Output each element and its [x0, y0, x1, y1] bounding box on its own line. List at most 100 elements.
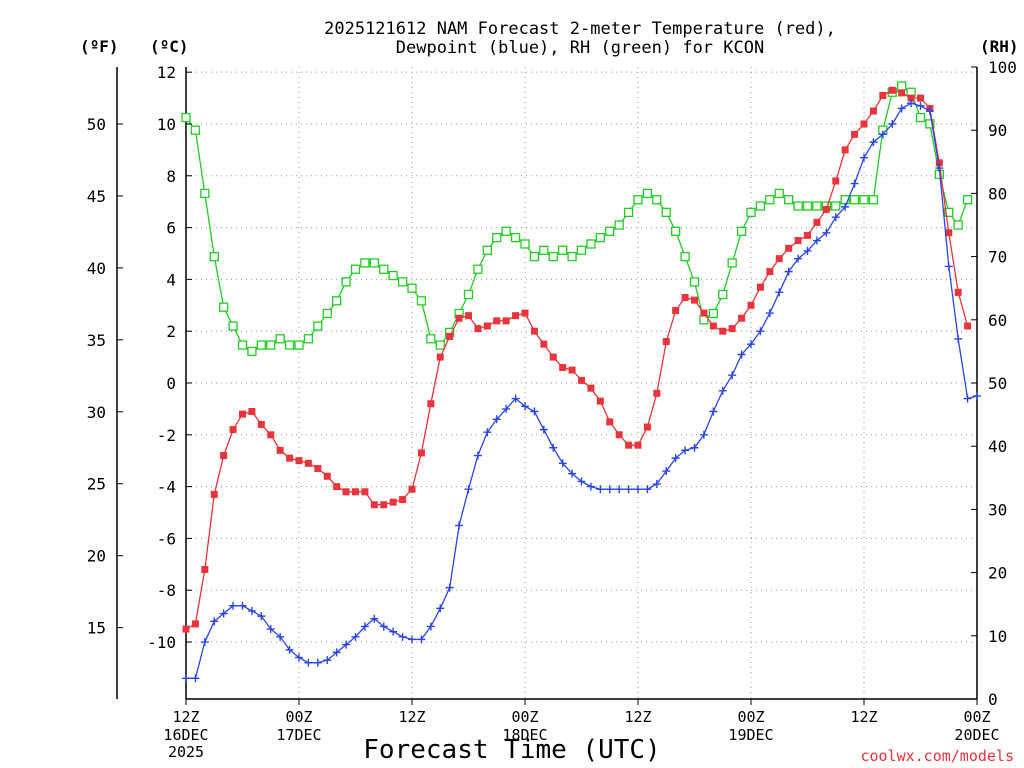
rh-point — [350, 264, 361, 274]
rh-point — [642, 188, 653, 199]
rh-point — [492, 232, 502, 243]
rh-point — [689, 277, 700, 287]
dewpoint-point — [963, 394, 972, 403]
dewpoint-point — [539, 425, 548, 434]
dewpoint-point — [436, 604, 445, 613]
temperature-point — [399, 496, 407, 504]
temperature-point — [785, 244, 793, 252]
dewpoint-point — [944, 262, 953, 271]
temperature-point — [257, 420, 265, 428]
temperature-point — [587, 384, 595, 392]
celsius-tick-label: -8 — [157, 581, 176, 600]
celsius-tick-label: 0 — [166, 374, 176, 393]
rh-point — [256, 340, 266, 350]
dewpoint-point — [615, 485, 624, 494]
temperature-point — [813, 218, 821, 226]
dewpoint-point — [718, 386, 727, 395]
dewpoint-point — [200, 638, 209, 647]
temperature-point — [841, 146, 849, 154]
celsius-tick-label: 12 — [157, 63, 176, 82]
fahrenheit-tick-label: 25 — [87, 475, 106, 494]
rh-point — [661, 207, 671, 218]
celsius-tick-label: -10 — [147, 633, 176, 652]
temperature-point — [898, 89, 906, 97]
dewpoint-point — [596, 485, 605, 494]
temperature-point — [276, 446, 284, 454]
temperature-point — [352, 488, 359, 496]
temperature-point — [220, 452, 228, 460]
dewpoint-point — [342, 640, 351, 649]
rh-point — [897, 81, 907, 91]
chart-title-line1: 2025121612 NAM Forecast 2-meter Temperat… — [324, 19, 836, 39]
rh-tick-label: 10 — [988, 627, 1007, 646]
rh-series — [181, 81, 973, 357]
rh-point — [313, 321, 323, 331]
dewpoint-point — [351, 632, 360, 641]
temperature-point — [822, 205, 830, 213]
rh-point — [275, 334, 285, 344]
temperature-point — [559, 363, 567, 371]
dewpoint-point — [398, 632, 407, 641]
dewpoint-point — [737, 350, 746, 359]
rh-point — [548, 251, 558, 262]
temperature-point — [427, 400, 435, 408]
temperature-point — [389, 498, 397, 506]
temperature-point — [380, 501, 388, 509]
rh-tick-label: 90 — [988, 121, 1007, 140]
dewpoint-point — [671, 454, 680, 463]
temperature-point — [596, 397, 604, 405]
fahrenheit-tick-label: 20 — [87, 547, 106, 566]
chart-title-line2: Dewpoint (blue), RH (green) for KCON — [396, 38, 764, 58]
rh-point — [341, 277, 351, 287]
dewpoint-point — [699, 430, 708, 439]
temperature-point — [804, 231, 811, 239]
dewpoint-point — [511, 394, 520, 403]
temperature-point — [333, 483, 341, 491]
rh-point — [266, 340, 276, 350]
temperature-point — [634, 441, 642, 449]
celsius-tick-label: 6 — [166, 219, 176, 238]
dewpoint-point — [276, 632, 285, 641]
celsius-tick-label: -4 — [157, 478, 176, 497]
temperature-point — [540, 340, 548, 348]
x-tick-label-time: 00Z — [737, 708, 764, 726]
rh-point — [284, 340, 295, 350]
temperature-point — [304, 459, 312, 467]
rh-point — [925, 119, 935, 129]
dewpoint-point — [690, 443, 699, 452]
temperature-series — [182, 86, 972, 633]
temperature-point — [286, 454, 294, 462]
celsius-tick-label: -2 — [157, 426, 176, 445]
rh-point — [501, 226, 511, 236]
temperature-point — [719, 327, 727, 335]
dewpoint-point — [483, 428, 492, 437]
dewpoint-series — [182, 99, 981, 683]
temperature-point — [502, 317, 510, 325]
temperature-point — [662, 338, 670, 346]
rh-point — [755, 201, 766, 211]
dewpoint-point — [954, 334, 963, 343]
dewpoint-point — [765, 309, 774, 318]
x-tick-label-time: 12Z — [850, 708, 877, 726]
temperature-point — [295, 457, 303, 465]
x-tick-label-time: 00Z — [511, 708, 538, 726]
rh-point — [793, 201, 803, 211]
temperature-point — [653, 389, 661, 397]
temperature-point — [417, 449, 425, 457]
dewpoint-point — [304, 658, 313, 667]
temperature-point — [879, 91, 887, 99]
temperature-point — [314, 464, 322, 472]
rh-point — [774, 188, 784, 199]
dewpoint-point — [455, 521, 464, 530]
dewpoint-point — [860, 153, 868, 162]
rh-point — [539, 245, 549, 255]
temperature-point — [728, 325, 736, 333]
x-tick-label-year: 2025 — [168, 743, 204, 761]
dewpoint-line — [186, 102, 978, 679]
dewpoint-point — [558, 459, 567, 468]
temperature-point — [342, 488, 350, 496]
rh-tick-label: 20 — [988, 564, 1007, 583]
temperature-point — [201, 565, 209, 573]
dewpoint-point — [210, 617, 219, 626]
rh-point — [784, 195, 794, 205]
